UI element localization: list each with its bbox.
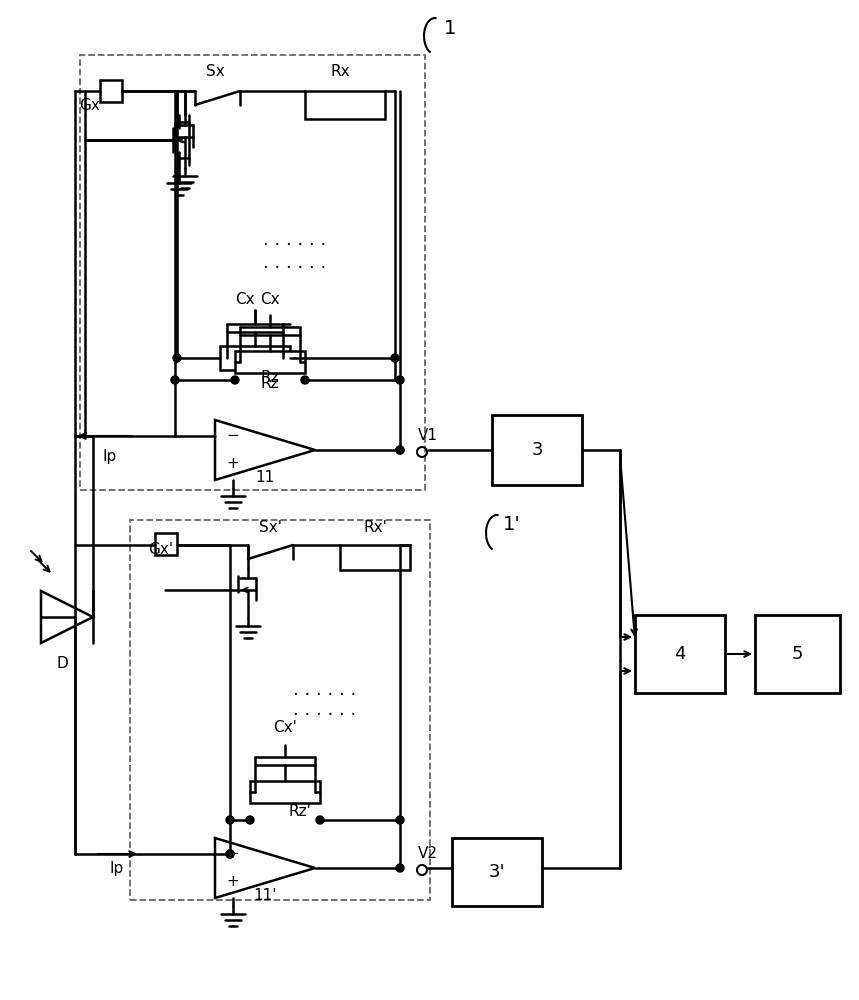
Text: Cx: Cx [235, 292, 255, 308]
Text: +: + [227, 456, 240, 472]
Text: 5: 5 [791, 645, 803, 663]
Text: . . . . . .: . . . . . . [294, 701, 356, 719]
Text: . . . . . .: . . . . . . [294, 681, 356, 699]
Bar [452, 838, 542, 906]
Circle shape [226, 816, 234, 824]
Text: Rx': Rx' [363, 520, 387, 534]
Bar [492, 415, 582, 485]
Text: Rz': Rz' [289, 804, 312, 818]
Circle shape [226, 850, 234, 858]
Text: 11': 11' [253, 888, 277, 904]
Bar [235, 351, 305, 373]
Text: Ip: Ip [110, 861, 124, 876]
Text: +: + [227, 874, 240, 890]
Text: 1': 1' [503, 516, 521, 534]
Circle shape [171, 376, 179, 384]
Bar [155, 533, 177, 555]
Bar [340, 545, 410, 570]
Circle shape [396, 376, 404, 384]
Text: Ip: Ip [103, 448, 117, 464]
Circle shape [301, 376, 309, 384]
Text: Rx: Rx [330, 64, 350, 80]
Bar [80, 55, 425, 490]
Text: . . . . . .: . . . . . . [264, 231, 326, 249]
Bar [220, 346, 290, 370]
Bar [305, 91, 385, 119]
Text: Rz: Rz [260, 375, 279, 390]
Circle shape [396, 446, 404, 454]
Bar [100, 80, 122, 102]
Text: 3': 3' [489, 863, 505, 881]
Text: Rz: Rz [260, 370, 279, 385]
Text: Gx: Gx [80, 99, 101, 113]
Circle shape [396, 864, 404, 872]
Text: −: − [227, 428, 240, 444]
Circle shape [173, 354, 181, 362]
Bar [130, 520, 430, 900]
Text: Cx: Cx [260, 292, 280, 308]
Bar [635, 615, 725, 693]
Text: . . . . . .: . . . . . . [264, 254, 326, 272]
Text: Cx': Cx' [273, 720, 297, 734]
Text: 11: 11 [255, 471, 275, 486]
Bar [755, 615, 840, 693]
Text: V2: V2 [418, 846, 438, 861]
Circle shape [396, 446, 404, 454]
Text: Gx': Gx' [148, 542, 174, 558]
Circle shape [246, 816, 254, 824]
Text: Sx: Sx [205, 64, 224, 80]
Text: 3: 3 [531, 441, 543, 459]
Circle shape [391, 354, 399, 362]
Text: −: − [227, 846, 240, 861]
Circle shape [231, 376, 239, 384]
Circle shape [396, 816, 404, 824]
Text: V1: V1 [418, 428, 438, 444]
Bar [250, 781, 320, 803]
Text: Sx': Sx' [259, 520, 282, 534]
Text: 4: 4 [674, 645, 685, 663]
Circle shape [226, 850, 234, 858]
Text: 1: 1 [444, 18, 456, 37]
Circle shape [316, 816, 324, 824]
Text: D: D [56, 656, 68, 670]
